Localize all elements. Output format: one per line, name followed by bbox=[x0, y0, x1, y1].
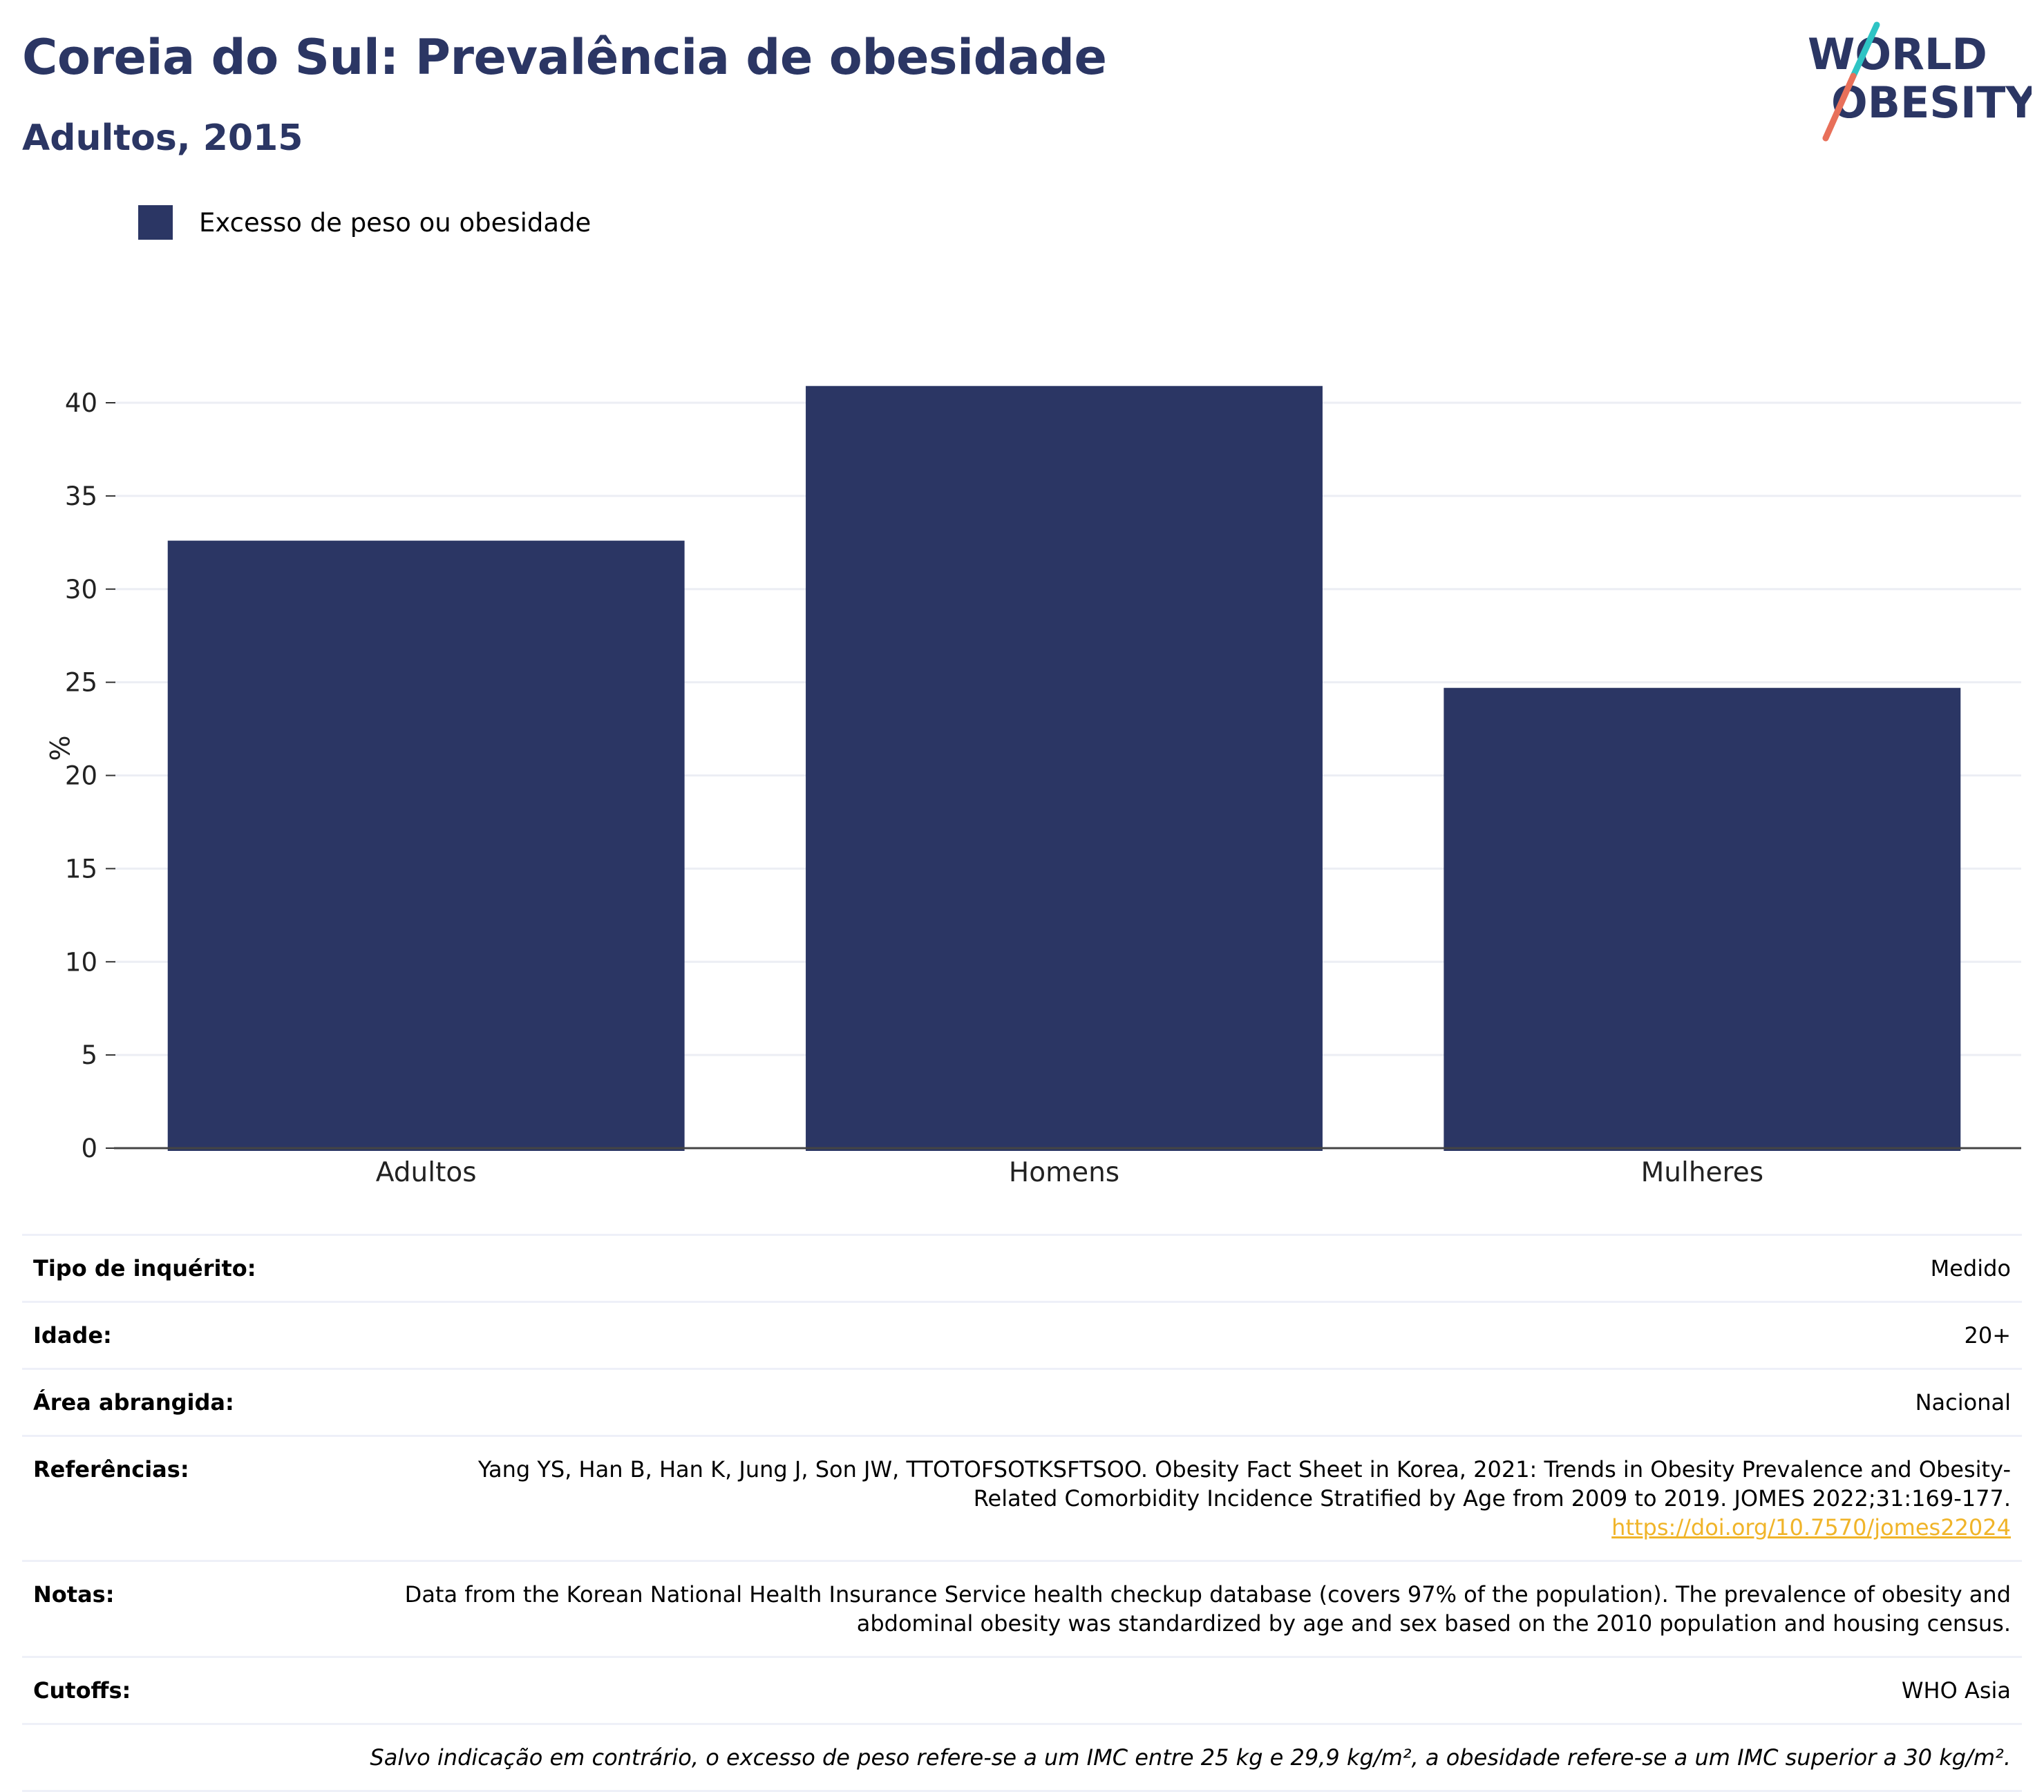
y-tick-label: 0 bbox=[81, 1134, 97, 1163]
info-row-survey-type: Tipo de inquérito: Medido bbox=[22, 1235, 2022, 1302]
bar-chart: 0 5 10 15 20 25 30 35 40 Adultos Homens Mulheres% bbox=[43, 385, 2021, 1188]
info-row-references: Referências: Yang YS, Han B, Han K, Jung… bbox=[22, 1436, 2022, 1561]
info-row-area: Área abrangida: Nacional bbox=[22, 1369, 2022, 1436]
logo-line1: WORLD bbox=[1808, 29, 1987, 79]
references-cell: Yang YS, Han B, Han K, Jung J, Son JW, T… bbox=[390, 1436, 2022, 1561]
info-table: Tipo de inquérito: Medido Idade: 20+ Áre… bbox=[22, 1234, 2022, 1792]
references-value: Yang YS, Han B, Han K, Jung J, Son JW, T… bbox=[477, 1456, 2011, 1512]
area-label: Área abrangida: bbox=[33, 1389, 234, 1416]
y-axis-label: % bbox=[43, 735, 74, 761]
footnote: Salvo indicação em contrário, o excesso … bbox=[370, 1744, 2011, 1771]
notes-label: Notas: bbox=[33, 1581, 115, 1608]
references-link[interactable]: https://doi.org/10.7570/jomes22024 bbox=[1611, 1514, 2011, 1541]
logo-slash-coral bbox=[1822, 73, 1857, 142]
info-row-cutoffs: Cutoffs: WHO Asia bbox=[22, 1657, 2022, 1724]
notes-value: Data from the Korean National Health Ins… bbox=[404, 1581, 2011, 1637]
age-label: Idade: bbox=[33, 1322, 112, 1348]
world-obesity-logo: WORLD OBESITY bbox=[1808, 21, 2032, 142]
chart-legend[interactable]: Excesso de peso ou obesidade bbox=[138, 205, 591, 240]
info-row-footnote: Salvo indicação em contrário, o excesso … bbox=[22, 1724, 2022, 1791]
axes: 0 5 10 15 20 25 30 35 40 Adultos Homens Mulheres% bbox=[43, 388, 2021, 1188]
y-tick-label: 20 bbox=[65, 761, 97, 791]
y-tick-label: 10 bbox=[65, 947, 97, 977]
logo-slash-teal bbox=[1850, 21, 1880, 79]
legend-label: Excesso de peso ou obesidade bbox=[199, 207, 592, 238]
bar-adultos bbox=[167, 540, 685, 1151]
bar-homens bbox=[806, 385, 1323, 1152]
page-title: Coreia do Sul: Prevalência de obesidade bbox=[22, 29, 1107, 86]
cutoffs-value: WHO Asia bbox=[1901, 1677, 2011, 1704]
y-tick-label: 15 bbox=[65, 854, 97, 884]
bar-mulheres bbox=[1444, 687, 1961, 1151]
info-row-notes: Notas: Data from the Korean National Hea… bbox=[22, 1561, 2022, 1657]
x-tick-label: Mulheres bbox=[1641, 1157, 1763, 1188]
survey-type-label: Tipo de inquérito: bbox=[33, 1255, 256, 1281]
survey-type-value: Medido bbox=[1930, 1255, 2011, 1281]
age-value: 20+ bbox=[1964, 1322, 2011, 1348]
cutoffs-label: Cutoffs: bbox=[33, 1677, 131, 1704]
bars bbox=[167, 385, 1961, 1152]
y-tick-label: 30 bbox=[65, 575, 97, 604]
x-tick-label: Homens bbox=[1009, 1157, 1119, 1188]
logo-line2: OBESITY bbox=[1831, 77, 2032, 128]
legend-swatch bbox=[138, 205, 173, 240]
x-tick-label: Adultos bbox=[376, 1157, 477, 1188]
y-tick-label: 35 bbox=[65, 482, 97, 511]
y-tick-label: 5 bbox=[81, 1040, 97, 1070]
y-tick-label: 25 bbox=[65, 668, 97, 698]
area-value: Nacional bbox=[1915, 1389, 2011, 1416]
y-tick-label: 40 bbox=[65, 388, 97, 418]
page-subtitle: Adultos, 2015 bbox=[22, 117, 303, 159]
references-label: Referências: bbox=[33, 1456, 189, 1483]
info-row-age: Idade: 20+ bbox=[22, 1302, 2022, 1369]
